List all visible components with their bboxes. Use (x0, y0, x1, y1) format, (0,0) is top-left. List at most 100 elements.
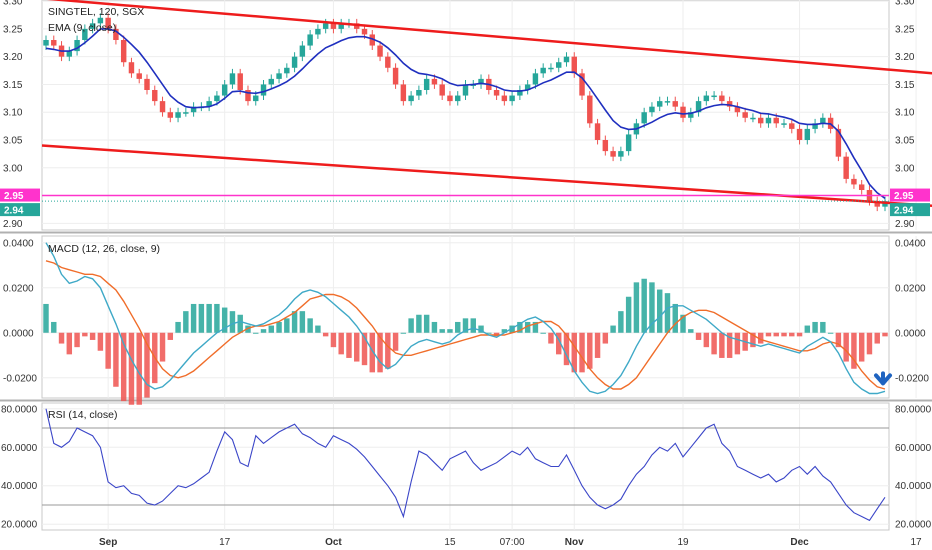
macd-histogram-bar (750, 332, 756, 348)
candle-body (392, 67, 399, 85)
x-axis-tick-label: 19 (677, 537, 689, 548)
macd-histogram-bar (113, 332, 119, 387)
macd-histogram-bar (618, 311, 624, 333)
macd-histogram-bar (214, 303, 220, 333)
macd-histogram-bar (796, 332, 803, 337)
macd-histogram-bar (478, 325, 484, 333)
macd-histogram-bar (680, 314, 686, 333)
pane-frame (41, 402, 890, 531)
candle-body (361, 28, 368, 35)
trendline (46, 0, 932, 75)
macd-histogram-bar (315, 325, 321, 333)
candle-body (400, 84, 407, 102)
macd-histogram-bar (540, 332, 546, 334)
macd-histogram-bar (447, 329, 453, 333)
candle-body (851, 178, 857, 185)
macd-histogram-bar (820, 321, 826, 333)
candle-body (276, 73, 282, 79)
macd-histogram-bar (633, 282, 640, 333)
price-tick-label-right: 3.20 (895, 52, 915, 63)
macd-line (45, 242, 886, 395)
price-tick-label-left: 3.30 (3, 0, 23, 8)
candle-body (688, 112, 694, 118)
candle-body (299, 45, 306, 57)
macd-histogram-bar (89, 332, 96, 340)
macd-histogram-bar (408, 318, 414, 333)
down-arrow-icon (874, 371, 892, 386)
candle-body (804, 128, 811, 140)
candle-body (773, 117, 779, 124)
macd-histogram-bar (144, 332, 150, 398)
macd-histogram-bar (43, 303, 49, 333)
macd-histogram-bar (726, 332, 733, 358)
candle-body (540, 67, 546, 74)
macd-histogram-bar (524, 321, 531, 333)
candle-body (43, 40, 49, 46)
candle-body (874, 201, 880, 207)
macd-histogram-bar (688, 329, 694, 333)
last-price-label-right: 2.94 (894, 206, 914, 217)
hline-price-badge-left (0, 188, 40, 202)
candle-body (377, 45, 383, 57)
price-tick-label-right: 3.30 (895, 0, 915, 8)
macd-histogram-bar (136, 332, 142, 405)
candle-body (757, 117, 764, 124)
candle-body (796, 128, 803, 140)
rsi-pane-title: RSI (14, close) (48, 409, 117, 421)
macd-histogram-bar (781, 332, 787, 337)
candle-body (97, 17, 104, 24)
macd-histogram-bar (291, 311, 298, 333)
price-tick-label-right: 3.05 (895, 136, 915, 147)
macd-tick-label-right: 0.0200 (895, 283, 926, 294)
macd-tick-label-left: 0.0400 (3, 238, 34, 249)
macd-histogram-bar (866, 332, 873, 355)
macd-histogram-bar (206, 303, 212, 333)
rsi-tick-label-right: 40.0000 (895, 481, 932, 492)
candle-body (680, 106, 686, 118)
candle-body (120, 40, 127, 63)
macd-histogram-bar (175, 321, 181, 333)
macd-histogram-bar (563, 332, 570, 366)
last-price-label-left: 2.94 (4, 206, 24, 217)
macd-histogram-bar (229, 311, 236, 333)
macd-histogram-bar (128, 332, 135, 405)
candle-body (579, 73, 585, 96)
candle-body (439, 84, 445, 96)
candle-body (167, 112, 174, 118)
macd-histogram-bar (804, 325, 811, 333)
macd-histogram-bar (167, 332, 174, 340)
candle-body (571, 56, 577, 74)
macd-histogram-bar (221, 307, 228, 333)
candle-body (882, 201, 888, 207)
macd-histogram-bar (97, 332, 104, 351)
macd-histogram-bar (276, 321, 282, 333)
price-tick-label-left: 3.25 (3, 24, 23, 35)
candle-body (237, 73, 243, 90)
macd-histogram-bar (322, 332, 329, 337)
trendline (41, 144, 932, 208)
macd-histogram-bar (509, 325, 515, 333)
price-pane (41, 0, 932, 212)
price-tick-label-left: 3.20 (3, 52, 23, 63)
macd-histogram-bar (835, 332, 842, 348)
candle-body (750, 117, 756, 120)
candle-body (284, 67, 290, 74)
macd-histogram-bar (51, 321, 57, 333)
candle-body (190, 106, 197, 113)
macd-histogram-bar (330, 332, 337, 348)
macd-histogram-bar (470, 318, 476, 333)
macd-histogram-bar (594, 332, 601, 358)
macd-histogram-bar (587, 332, 593, 369)
macd-histogram-bar (183, 311, 189, 333)
macd-histogram-bar (82, 332, 88, 337)
last-price-badge-right (890, 203, 930, 217)
rsi-tick-label-right: 20.0000 (895, 520, 932, 531)
macd-histogram-bar (858, 332, 865, 362)
macd-tick-label-right: 0.0000 (895, 328, 926, 339)
macd-histogram-bar (851, 332, 857, 369)
macd-pane-title: MACD (12, 26, close, 9) (48, 243, 160, 255)
hline-price-label-left: 2.95 (4, 191, 24, 202)
price-tick-label-right: 3.00 (895, 163, 915, 174)
candle-body (625, 134, 632, 152)
candle-body (734, 106, 741, 113)
